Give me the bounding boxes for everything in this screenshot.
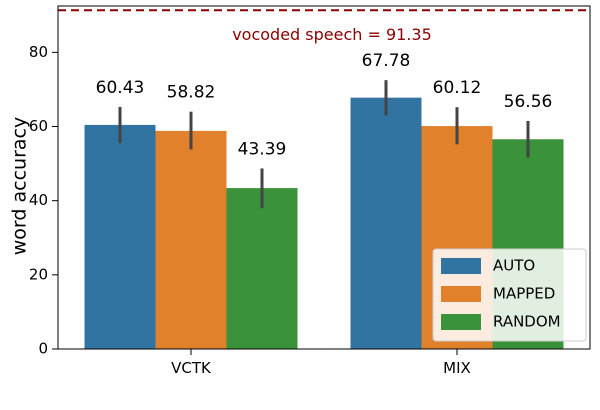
value-label-auto-vctk: 60.43 xyxy=(96,78,145,98)
bar-mapped-vctk xyxy=(155,130,227,349)
bar-random-vctk xyxy=(226,188,298,349)
y-tick-label: 80 xyxy=(29,43,48,61)
legend-label-mapped: MAPPED xyxy=(493,285,555,303)
y-axis-label: word accuracy xyxy=(9,117,31,255)
value-label-auto-mix: 67.78 xyxy=(362,51,411,71)
value-label-mapped-vctk: 58.82 xyxy=(167,83,216,103)
x-tick-label-vctk: VCTK xyxy=(171,359,212,377)
y-tick-label: 60 xyxy=(29,117,48,135)
legend-swatch-random xyxy=(441,314,481,330)
legend-swatch-mapped xyxy=(441,286,481,302)
value-label-mapped-mix: 60.12 xyxy=(433,78,482,98)
plot-area: 60.43 67.78 58.82 60.12 43.39 56.56 0 20 40 60 80 V… xyxy=(29,5,591,377)
bar-auto-vctk xyxy=(84,124,156,349)
value-label-random-vctk: 43.39 xyxy=(238,139,287,159)
reference-line-label: vocoded speech = 91.35 xyxy=(232,25,432,44)
y-tick-label: 0 xyxy=(38,340,48,358)
legend-label-auto: AUTO xyxy=(493,257,535,275)
y-tick-label: 20 xyxy=(29,265,48,283)
x-tick-label-mix: MIX xyxy=(443,359,471,377)
bar-auto-mix xyxy=(350,97,422,349)
y-tick-label: 40 xyxy=(29,191,48,209)
legend-label-random: RANDOM xyxy=(493,313,561,331)
legend-swatch-auto xyxy=(441,258,481,274)
value-label-random-mix: 56.56 xyxy=(504,92,553,112)
plot-frame xyxy=(57,5,591,350)
